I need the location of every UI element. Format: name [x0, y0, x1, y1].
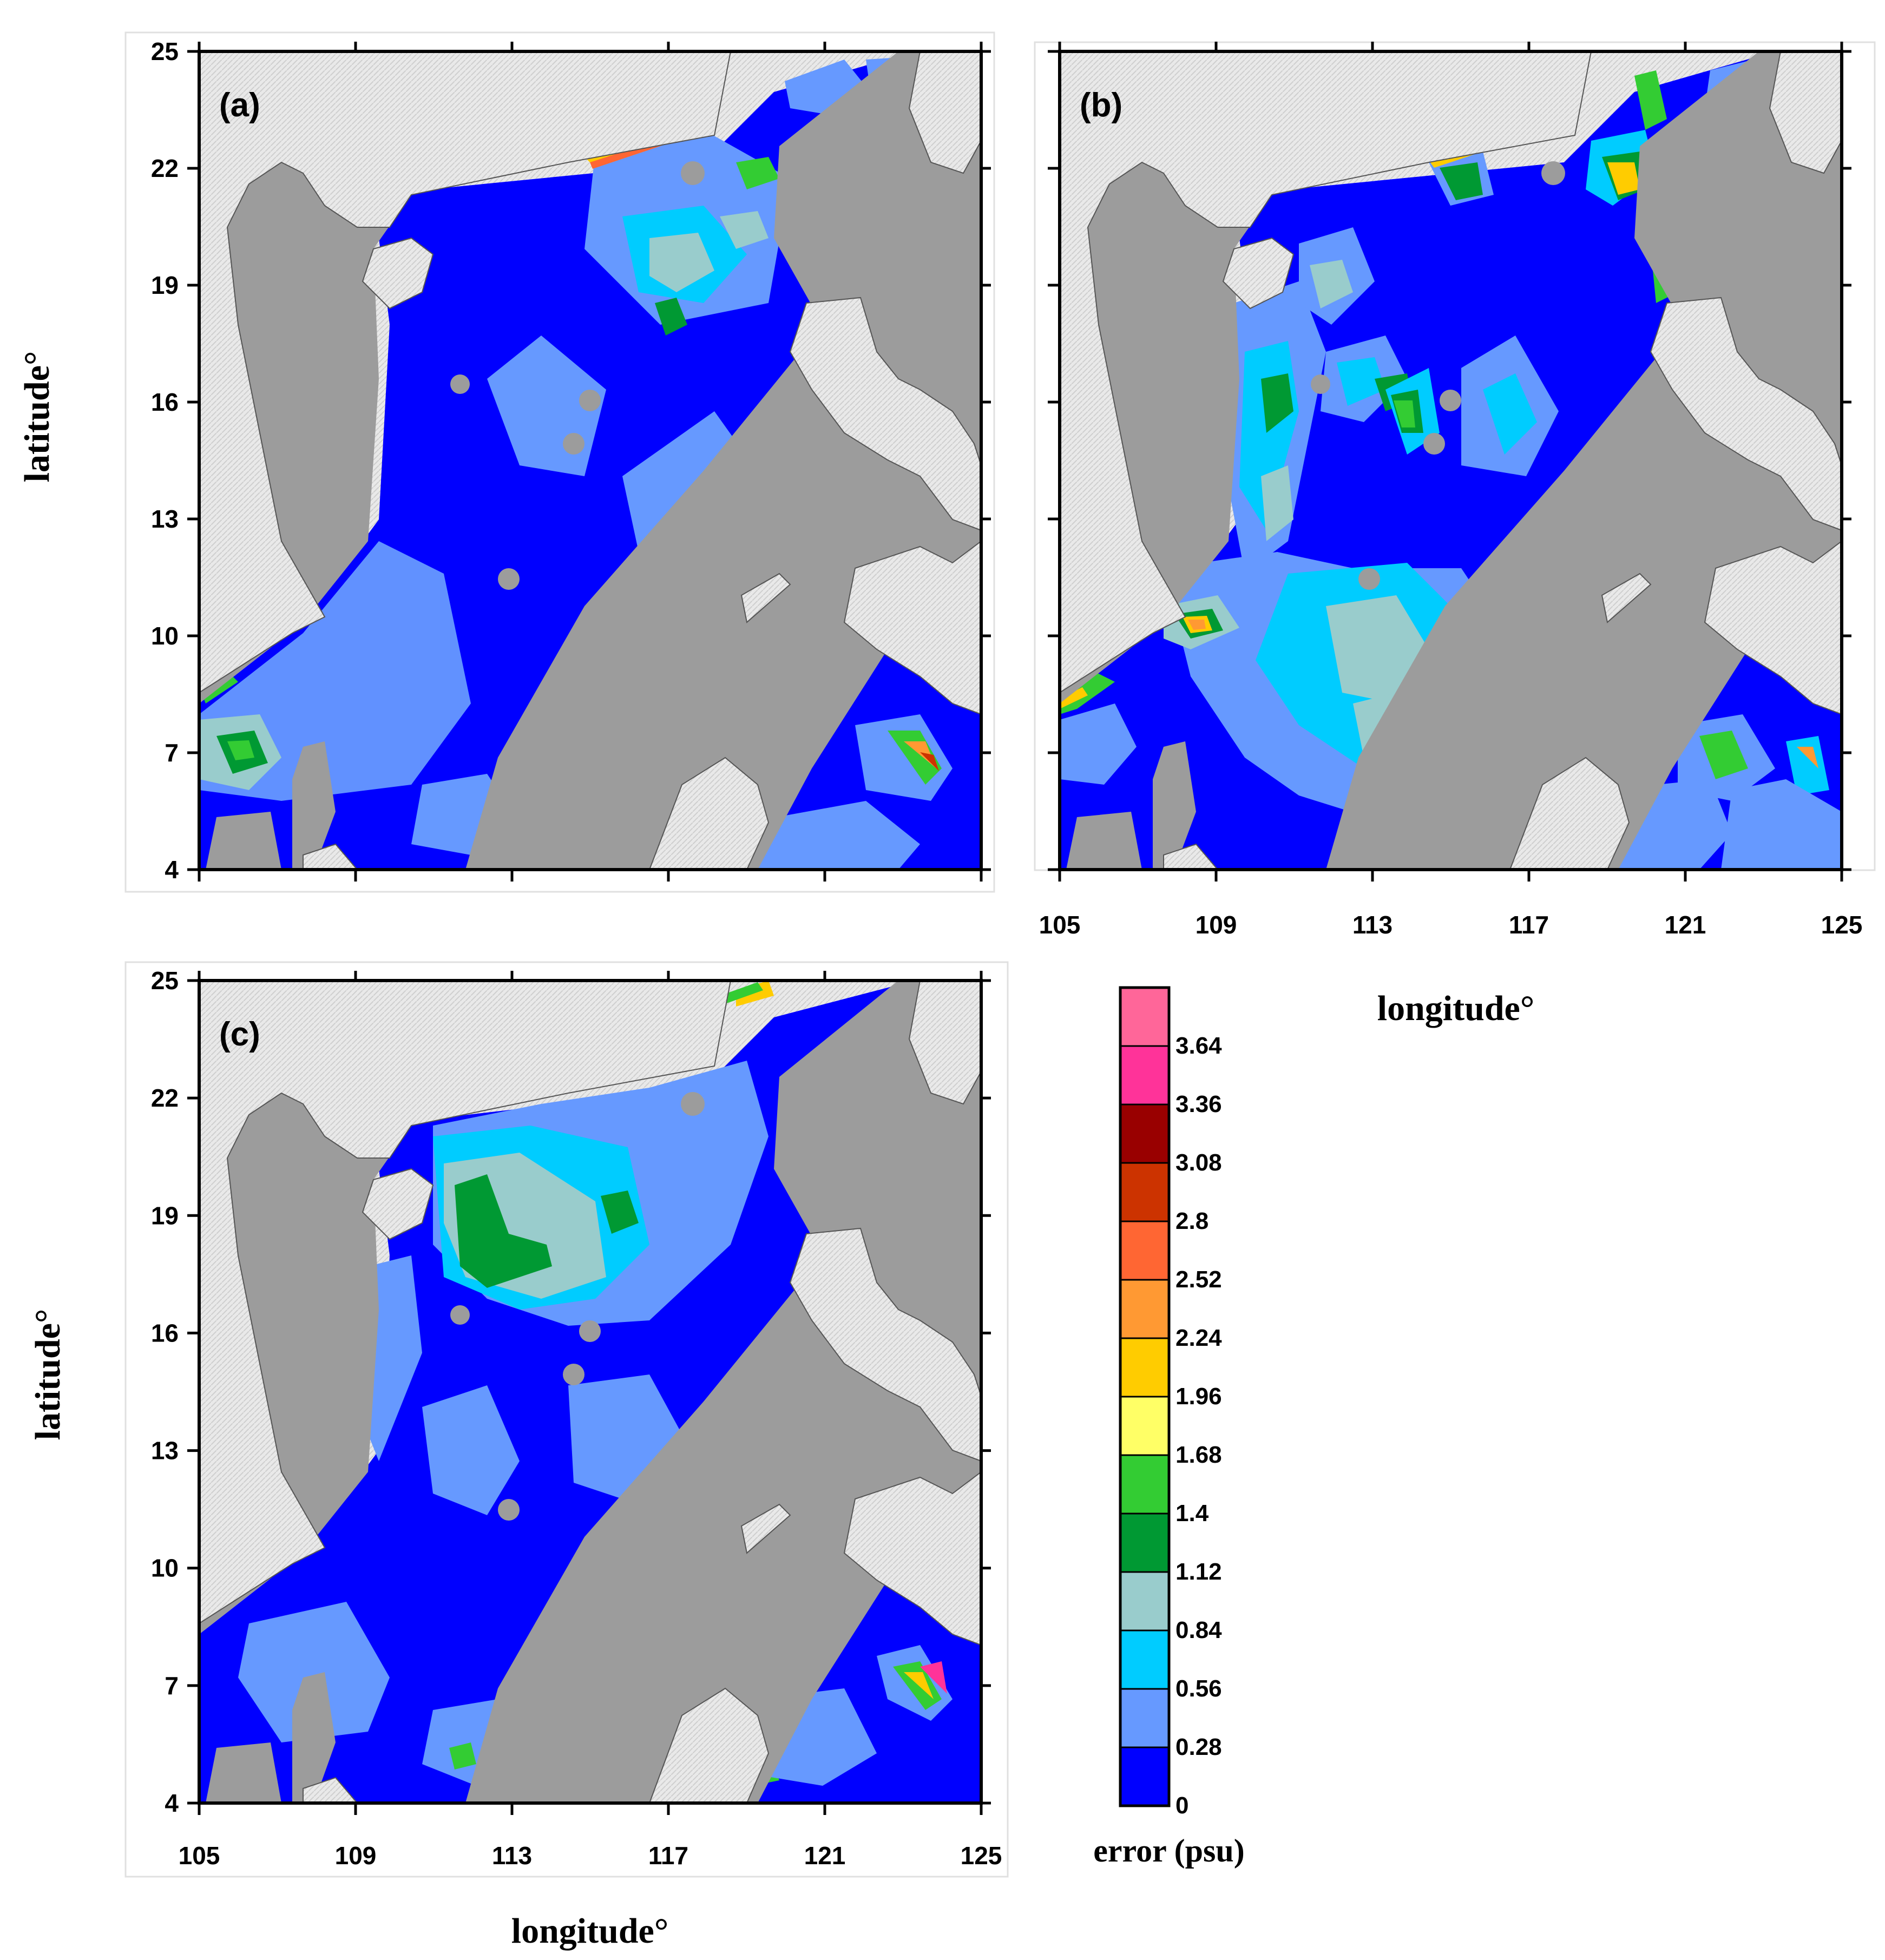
x-tick-label: 117	[1509, 911, 1549, 939]
y-tick-label: 25	[151, 966, 179, 995]
panel-b-label: (b)	[1080, 87, 1122, 124]
colorbar-level-label: 1.4	[1175, 1500, 1209, 1527]
colorbar-swatch	[1119, 1220, 1170, 1281]
x-axis-title-c: longitude°	[511, 1911, 668, 1951]
y-tick-label: 13	[151, 505, 179, 533]
colorbar-level-label: 3.64	[1175, 1032, 1222, 1059]
colorbar-swatch	[1119, 1629, 1170, 1690]
panel-c: 105 109 113 117 121 125 25 22 19 16 13 10 7 4 (c)	[124, 961, 1009, 1878]
panel-b: 105 109 113 117 121 125 (b)	[1034, 41, 1876, 939]
panel-b-ticks: 105 109 113 117 121 125	[1039, 42, 1863, 939]
y-tick-label: 16	[151, 1319, 179, 1347]
colorbar-swatch	[1119, 1746, 1170, 1807]
x-tick-label: 113	[1352, 911, 1393, 939]
panel-a-frame	[124, 31, 995, 893]
colorbar-swatch	[1119, 986, 1170, 1047]
panel-a-ticks: 25 22 19 16 13 10 7 4	[151, 37, 991, 884]
y-tick-label: 13	[151, 1437, 179, 1465]
y-tick-label: 19	[151, 1201, 179, 1229]
x-tick-label: 121	[804, 1841, 846, 1870]
colorbar-swatch	[1119, 1571, 1170, 1632]
colorbar-level-label: 2.52	[1175, 1266, 1222, 1293]
colorbar-level-label: 2.8	[1175, 1208, 1208, 1234]
x-tick-label: 125	[1821, 911, 1863, 939]
panel-c-frame	[124, 961, 1009, 1878]
colorbar-level-label: 3.36	[1175, 1091, 1222, 1117]
colorbar-level-label: 0.56	[1175, 1675, 1222, 1702]
x-tick-label: 109	[1196, 911, 1237, 939]
colorbar-boxes	[1119, 986, 1170, 1807]
panel-c-ticks: 105 109 113 117 121 125 25 22 19 16 13 10 7 4	[151, 966, 1002, 1870]
x-tick-label: 105	[1039, 911, 1081, 939]
colorbar-level-label: 2.24	[1175, 1325, 1222, 1351]
colorbar-level-label: 0.28	[1175, 1734, 1222, 1760]
panel-b-axes	[1058, 50, 1843, 871]
colorbar-frame	[1119, 986, 1171, 1807]
colorbar-swatch	[1119, 1454, 1170, 1515]
y-axis-title-a: latitude°	[17, 351, 57, 483]
panel-c-label: (c)	[219, 1016, 260, 1053]
colorbar-swatch	[1119, 1337, 1170, 1398]
colorbar-swatch	[1119, 1103, 1170, 1164]
y-tick-label: 22	[151, 1084, 179, 1112]
y-tick-label: 16	[151, 388, 179, 416]
y-tick-label: 4	[165, 856, 179, 884]
y-tick-label: 19	[151, 271, 179, 299]
colorbar-swatch	[1119, 1512, 1170, 1573]
panel-a-label: (a)	[219, 87, 260, 124]
panel-a: 25 22 19 16 13 10 7 4 (a)	[124, 31, 995, 893]
colorbar-level-label: 3.08	[1175, 1149, 1222, 1176]
x-tick-label: 117	[648, 1841, 688, 1870]
colorbar-swatch	[1119, 1279, 1170, 1339]
colorbar-swatch	[1119, 1162, 1170, 1222]
y-tick-label: 10	[151, 1554, 179, 1582]
x-tick-label: 113	[492, 1841, 532, 1870]
panel-c-axes	[198, 979, 983, 1805]
colorbar-swatch	[1119, 1045, 1170, 1106]
panel-a-map	[199, 51, 981, 870]
panel-c-map	[199, 981, 981, 1803]
colorbar: 0 0.28 0.56 0.84 1.12 1.4 1.68 1.96 2.24 2.52 2.8 3…	[1093, 986, 1245, 1869]
colorbar-level-label: 1.96	[1175, 1383, 1222, 1410]
colorbar-level-label: 0	[1175, 1792, 1188, 1819]
colorbar-level-label: 0.84	[1175, 1617, 1222, 1643]
panel-b-map	[1060, 51, 1842, 870]
x-tick-label: 121	[1665, 911, 1706, 939]
y-tick-label: 10	[151, 622, 179, 650]
x-tick-label: 105	[179, 1841, 220, 1870]
colorbar-labels: 0 0.28 0.56 0.84 1.12 1.4 1.68 1.96 2.24 2.52 2.8 3…	[1175, 1032, 1222, 1819]
y-tick-label: 22	[151, 154, 179, 182]
x-tick-label: 125	[961, 1841, 1002, 1870]
y-tick-label: 4	[165, 1789, 179, 1817]
y-tick-label: 7	[165, 739, 179, 767]
x-axis-title-b: longitude°	[1377, 989, 1534, 1028]
colorbar-level-label: 1.12	[1175, 1558, 1222, 1585]
colorbar-swatch	[1119, 1396, 1170, 1456]
colorbar-title: error (psu)	[1093, 1833, 1244, 1869]
y-tick-label: 7	[165, 1672, 179, 1700]
colorbar-swatch	[1119, 1688, 1170, 1748]
panel-a-axes	[198, 50, 983, 871]
y-tick-label: 25	[151, 37, 179, 65]
x-tick-label: 109	[335, 1841, 377, 1870]
y-axis-title-c: latitude°	[28, 1309, 68, 1441]
colorbar-level-label: 1.68	[1175, 1442, 1222, 1468]
